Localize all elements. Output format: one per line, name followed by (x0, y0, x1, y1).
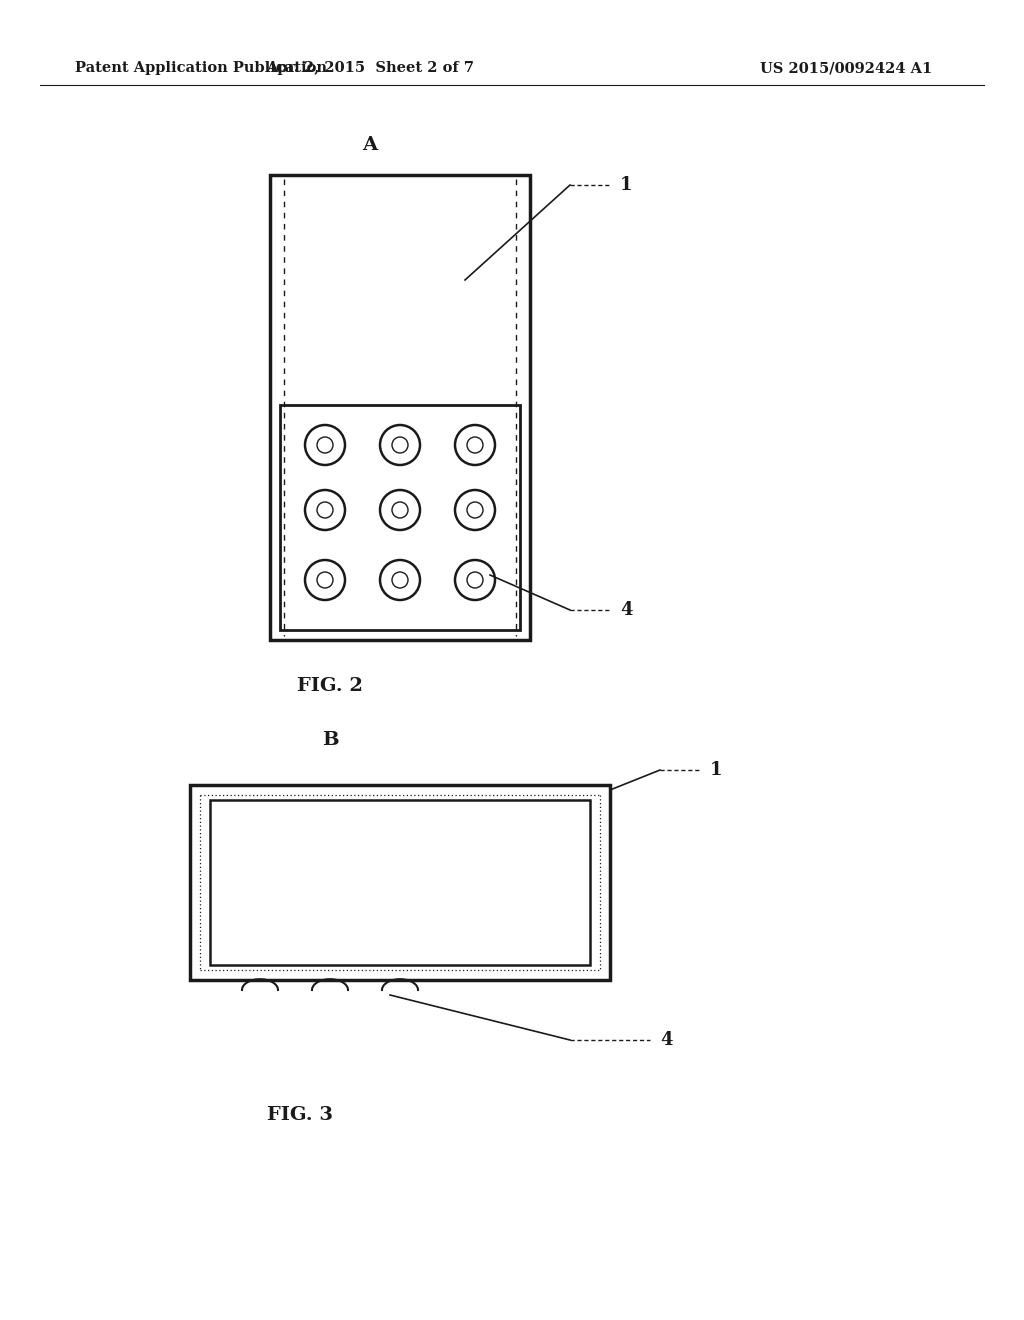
Bar (270, 176, 530, 640)
Text: 4: 4 (620, 601, 633, 619)
Text: Patent Application Publication: Patent Application Publication (75, 61, 327, 75)
Text: 1: 1 (620, 176, 633, 194)
Text: A: A (362, 136, 378, 154)
Text: FIG. 2: FIG. 2 (297, 677, 362, 696)
Bar (210, 800, 590, 965)
Text: US 2015/0092424 A1: US 2015/0092424 A1 (760, 61, 932, 75)
Bar (280, 405, 520, 630)
Text: 1: 1 (710, 762, 723, 779)
Text: B: B (322, 731, 338, 748)
Bar (190, 785, 610, 979)
Text: FIG. 3: FIG. 3 (267, 1106, 333, 1125)
Text: Apr. 2, 2015  Sheet 2 of 7: Apr. 2, 2015 Sheet 2 of 7 (266, 61, 474, 75)
Text: 4: 4 (660, 1031, 673, 1049)
